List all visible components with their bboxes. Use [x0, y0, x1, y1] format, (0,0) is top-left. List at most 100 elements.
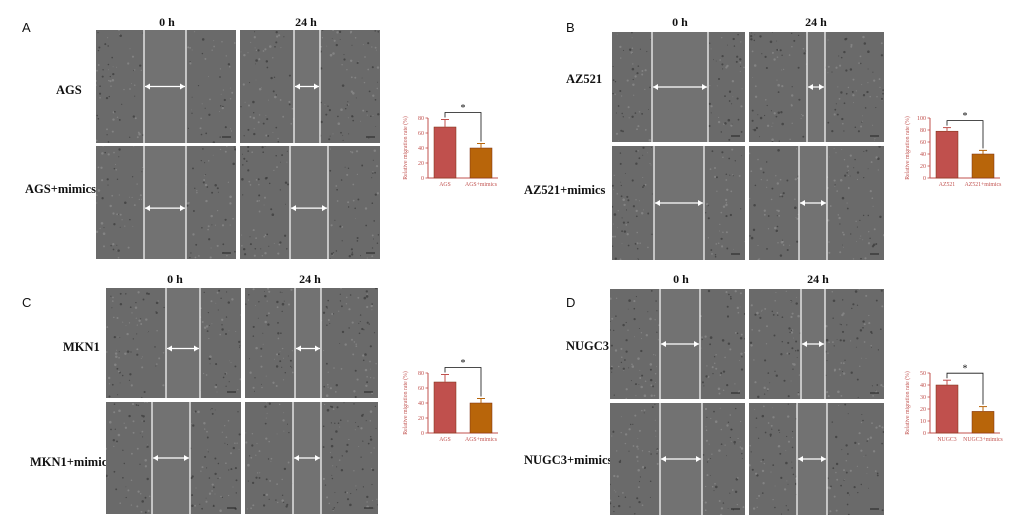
y-tick-label: 40 — [418, 146, 424, 152]
y-tick-label: 10 — [920, 419, 926, 425]
cell-texture — [245, 288, 378, 398]
cell-texture — [750, 32, 884, 142]
arrow-head-right — [315, 345, 320, 352]
y-tick-label: 20 — [418, 416, 424, 422]
arrow-head-left — [655, 200, 660, 206]
significance-bracket — [444, 367, 482, 397]
micro-a-mimics-24h — [240, 146, 380, 259]
y-axis-label: Relative migration rate (%) — [904, 116, 911, 180]
cell-texture — [749, 289, 884, 399]
arrow-head-left — [145, 205, 150, 212]
bar — [433, 381, 457, 434]
y-tick-label: 40 — [920, 383, 926, 389]
y-tick-label: 0 — [923, 431, 926, 437]
row-label-nugc3-mimics: NUGC3+mimics — [524, 453, 613, 467]
chart-c: Relative migration rate (%) 0 20 40 60 80 AGS A… — [402, 358, 498, 443]
cell-texture — [240, 30, 380, 143]
significance-bracket — [946, 120, 984, 149]
arrow-head-right — [314, 83, 319, 90]
scratch-gap — [166, 288, 200, 398]
y-tick-label: 20 — [920, 407, 926, 413]
micro-c-mimics-24h — [245, 402, 378, 514]
time-label-c-24h: 24 h — [299, 272, 321, 286]
significance-star: * — [461, 103, 466, 114]
arrow-head-right — [696, 456, 701, 462]
y-tick-label: 100 — [917, 116, 926, 122]
row-label-az521-mimics: AZ521+mimics — [524, 183, 606, 197]
arrow-head-left — [167, 345, 172, 352]
y-tick-label: 60 — [418, 131, 424, 137]
scratch-gap — [295, 288, 321, 398]
bar — [469, 147, 493, 179]
arrow-head-right — [694, 341, 699, 347]
row-label-nugc3: NUGC3 — [566, 339, 610, 353]
micro-a-mimics-0h — [96, 146, 236, 259]
row-label-mkn1-mimics: MKN1+mimics — [30, 455, 113, 469]
y-tick-label: 20 — [418, 161, 424, 167]
category-label: AGS+mimics — [465, 182, 498, 188]
category-label: NUGC3+mimics — [963, 437, 1003, 443]
time-label-c-0h: 0 h — [167, 272, 183, 286]
y-tick-label: 80 — [418, 371, 424, 377]
arrow-head-right — [698, 200, 703, 206]
arrow-head-right — [180, 83, 185, 90]
arrow-head-right — [194, 345, 199, 352]
arrow-head-left — [800, 200, 805, 206]
category-label: AGS — [439, 437, 451, 443]
micro-c-mkn1-0h — [106, 288, 241, 398]
row-label-mkn1: MKN1 — [63, 340, 100, 354]
row-label-ags-mimics: AGS+mimics — [25, 182, 97, 196]
significance-bracket — [444, 112, 482, 142]
bar — [971, 411, 995, 434]
cell-texture — [241, 146, 380, 259]
y-axis-label: Relative migration rate (%) — [904, 371, 911, 435]
arrow-head-left — [145, 83, 150, 90]
y-tick-label: 0 — [421, 431, 424, 437]
significance-star: * — [461, 358, 466, 369]
row-label-az521: AZ521 — [566, 72, 603, 86]
y-tick-label: 60 — [920, 140, 926, 146]
arrow-head-right — [819, 341, 824, 347]
arrow-head-left — [808, 84, 813, 90]
bar — [971, 153, 995, 179]
panel-letter-d: D — [566, 295, 576, 310]
arrow-head-left — [802, 341, 807, 347]
y-tick-label: 0 — [923, 176, 926, 182]
category-label: NUGC3 — [937, 437, 956, 443]
arrow-head-right — [821, 200, 826, 206]
significance-bracket — [946, 372, 984, 405]
panel-letter-b: B — [566, 20, 575, 35]
panel-letter-a: A — [22, 20, 31, 35]
cell-texture — [749, 146, 884, 260]
micro-c-mkn1-24h — [245, 288, 378, 398]
time-label-d-0h: 0 h — [673, 272, 689, 286]
micro-b-mimics-24h — [749, 146, 884, 260]
cell-texture — [96, 30, 236, 143]
micro-a-ags-24h — [240, 30, 380, 143]
time-label-b-0h: 0 h — [672, 15, 688, 29]
time-label-a-0h: 0 h — [159, 15, 175, 29]
arrow-head-left — [291, 205, 296, 212]
arrow-head-right — [322, 205, 327, 212]
cell-texture — [96, 146, 236, 259]
arrow-head-left — [653, 84, 658, 90]
row-label-ags: AGS — [56, 83, 82, 97]
category-label: AGS — [439, 182, 451, 188]
category-label: AZ521+mimics — [965, 182, 1003, 188]
micro-a-ags-0h — [96, 30, 236, 143]
y-axis-label: Relative migration rate (%) — [402, 371, 409, 435]
y-tick-label: 40 — [418, 401, 424, 407]
time-label-a-24h: 24 h — [295, 15, 317, 29]
arrow-head-right — [702, 84, 707, 90]
arrow-head-left — [661, 341, 666, 347]
cell-texture — [612, 146, 745, 260]
time-label-b-24h: 24 h — [805, 15, 827, 29]
micro-c-mimics-0h — [106, 402, 241, 514]
arrow-head-left — [153, 455, 158, 461]
category-label: AGS+mimics — [465, 437, 498, 443]
bar — [469, 402, 493, 434]
chart-d: Relative migration rate (%) 0 10 20 30 40 50 NU… — [904, 364, 1004, 443]
arrow-head-right — [180, 205, 185, 212]
arrow-head-left — [798, 456, 803, 462]
chart-a: Relative migration rate (%) 0 20 40 60 80 AGS A… — [402, 103, 498, 188]
